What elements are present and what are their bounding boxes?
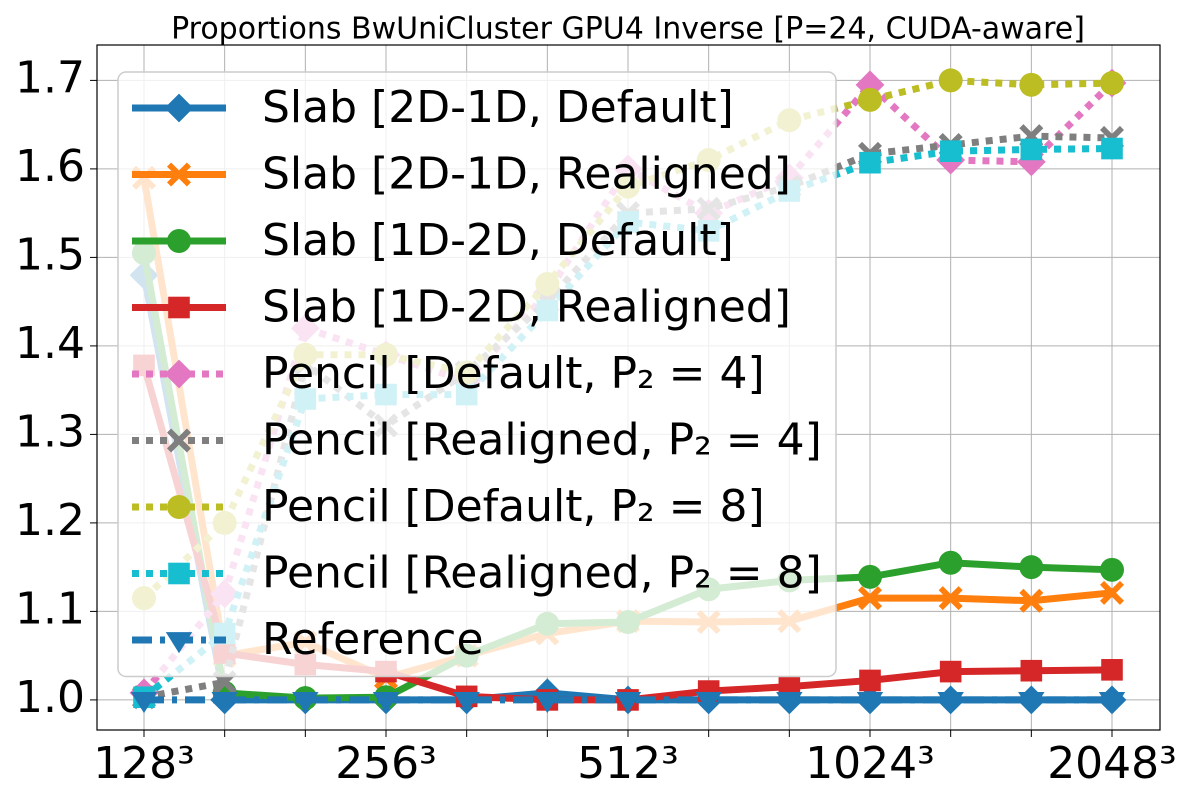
- marker: [168, 296, 190, 319]
- marker: [938, 550, 963, 575]
- legend-label: Slab [2D-1D, Default]: [262, 82, 734, 133]
- marker: [534, 691, 561, 714]
- marker: [937, 691, 964, 714]
- marker: [167, 162, 191, 187]
- marker: [695, 691, 722, 714]
- y-tick-label: 1.0: [15, 672, 85, 723]
- marker: [211, 691, 238, 714]
- x-tick-label: 2048³: [1047, 738, 1177, 789]
- marker: [1019, 72, 1044, 97]
- y-tick-label: 1.2: [15, 495, 85, 546]
- legend-label: Slab [2D-1D, Realigned]: [262, 149, 791, 200]
- marker: [776, 691, 803, 714]
- legend-label: Slab [1D-2D, Realigned]: [262, 282, 791, 333]
- legend-label: Pencil [Realigned, P₂ = 8]: [262, 548, 822, 599]
- legend-label: Pencil [Realigned, P₂ = 4]: [262, 415, 822, 466]
- marker: [1020, 659, 1043, 682]
- marker: [1019, 555, 1044, 580]
- marker: [1101, 659, 1123, 681]
- marker: [167, 229, 191, 253]
- marker: [372, 691, 400, 714]
- y-tick-label: 1.6: [15, 141, 85, 192]
- legend-box: [117, 71, 837, 678]
- marker: [858, 586, 882, 611]
- marker: [859, 151, 881, 174]
- marker: [1098, 691, 1126, 714]
- legend-label: Pencil [Default, P₂ = 4]: [262, 348, 765, 399]
- x-tick-label: 1024³: [805, 738, 935, 789]
- y-tick-label: 1.3: [15, 406, 85, 457]
- marker: [130, 691, 158, 714]
- marker: [164, 93, 194, 123]
- chart-title: Proportions BwUniCluster GPU4 Inverse [P…: [171, 12, 1085, 47]
- marker: [939, 140, 962, 163]
- legend-label: Slab [1D-2D, Default]: [262, 215, 734, 266]
- marker: [1100, 71, 1124, 96]
- marker: [939, 660, 962, 683]
- marker: [856, 691, 884, 714]
- marker: [164, 359, 194, 389]
- marker: [168, 562, 190, 585]
- marker: [1101, 137, 1123, 160]
- y-tick-label: 1.7: [15, 52, 85, 103]
- series: [130, 691, 1126, 714]
- marker: [858, 564, 882, 589]
- marker: [1018, 691, 1045, 714]
- marker: [614, 691, 642, 714]
- marker: [1020, 138, 1043, 161]
- legend: Slab [2D-1D, Default] Slab [2D-1D, Realig…: [117, 71, 837, 678]
- marker: [858, 87, 882, 112]
- marker: [1100, 557, 1124, 582]
- marker: [453, 691, 480, 714]
- marker: [1100, 580, 1124, 605]
- y-tick-label: 1.5: [15, 229, 85, 280]
- plot-frame: [96, 44, 1161, 731]
- marker: [167, 428, 191, 453]
- x-tick-label: 512³: [577, 738, 679, 789]
- legend-label: Pencil [Default, P₂ = 8]: [262, 481, 765, 532]
- marker: [938, 68, 963, 93]
- marker: [167, 495, 191, 519]
- marker: [938, 586, 963, 611]
- marker: [859, 669, 881, 692]
- y-tick-label: 1.4: [15, 318, 85, 369]
- x-tick-label: 128³: [93, 738, 195, 789]
- marker: [165, 632, 193, 654]
- y-tick-label: 1.1: [15, 583, 85, 634]
- marker: [292, 691, 319, 714]
- x-tick-label: 256³: [335, 738, 437, 789]
- marker: [1019, 588, 1044, 613]
- legend-label: Reference: [262, 614, 484, 665]
